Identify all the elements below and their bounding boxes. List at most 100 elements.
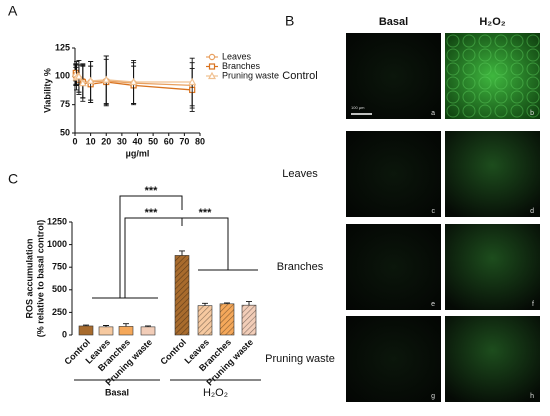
cell [526,90,540,104]
cell [526,62,540,76]
cell [446,34,460,48]
legend-label: Leaves [222,51,252,61]
cell [526,104,540,118]
image-letter: h [530,393,534,400]
cell [446,48,460,62]
x-tick-label: 0 [72,136,77,146]
data-point [188,77,197,86]
cell [462,62,476,76]
bar [140,326,156,336]
legend-label: Pruning waste [222,70,279,80]
cell [478,48,492,62]
cell [446,104,460,118]
cell [478,76,492,90]
cell [478,34,492,48]
micrograph [346,224,441,310]
error-bar [179,250,185,256]
data-point [102,75,111,83]
y-tick-label: 50 [60,127,70,137]
cell [510,48,524,62]
y-tick-label: 75 [60,99,70,109]
y-tick-label: 750 [52,262,67,272]
y-tick-label: 1250 [47,216,67,226]
image-letter: d [530,208,534,215]
row-label: Leaves [282,168,318,180]
cell [510,76,524,90]
error-bar [83,324,89,326]
bar-hatch [198,305,212,335]
group-label: Basal [105,387,129,397]
cell [478,90,492,104]
error-bar [103,325,109,327]
bar-hatch [175,255,189,335]
x-tick-label: 70 [179,136,189,146]
cell [510,90,524,104]
column-header: H₂O₂ [479,16,505,28]
x-tick-label: 40 [132,136,142,146]
scale-bar-label: 100 µm [351,105,365,110]
row-label: Pruning waste [265,353,335,365]
cell [478,104,492,118]
image-letter: b [530,110,534,117]
legend-marker [208,53,216,61]
micrograph [445,33,540,119]
cell [446,62,460,76]
cell [446,90,460,104]
y-tick-label: 1000 [47,239,67,249]
x-tick-label: 20 [101,136,111,146]
legend-marker [207,71,217,80]
data-point [78,78,87,87]
panel-label: B [285,13,294,29]
y-axis-label: ROS accumulation [24,238,34,318]
cell [478,62,492,76]
panel-label: A [8,3,18,19]
cell [510,62,524,76]
y-tick-label: 0 [62,329,67,339]
cell [526,76,540,90]
cell [526,48,540,62]
bracket [124,217,183,298]
y-tick-label: 125 [55,42,70,52]
image-letter: e [431,301,435,308]
micrograph [346,131,441,217]
bar-hatch [242,305,256,335]
x-tick-label: 60 [164,136,174,146]
group-label: H₂O₂ [203,387,228,399]
cell [526,34,540,48]
bracket [119,195,183,298]
x-tick-label: Control [158,337,188,367]
bar [118,326,134,336]
significance-label: *** [145,207,159,219]
y-tick-label: 100 [55,71,70,81]
cell [462,90,476,104]
error-bar [145,325,151,327]
cell [462,34,476,48]
data-point [129,77,138,86]
bracket [182,217,229,270]
cell [446,76,460,90]
y-axis-label: Viability % [42,68,52,113]
cell [494,62,508,76]
cell [510,104,524,118]
bar-hatch [220,303,234,335]
legend-marker [208,63,216,70]
y-tick-label: 250 [52,307,67,317]
row-label: Branches [277,261,324,273]
error-bar [246,301,252,306]
cell [494,34,508,48]
micrograph [445,224,540,310]
panel-label: C [8,171,18,187]
cell [462,104,476,118]
error-bar [224,302,230,304]
y-axis-label: (% relative to basal control) [35,220,45,338]
bar [98,326,114,336]
micrograph [445,316,540,402]
image-letter: g [431,393,435,400]
image-letter: c [432,208,436,215]
x-axis-label: µg/ml [126,148,150,158]
cell [462,76,476,90]
cell [494,90,508,104]
significance-label: *** [145,185,159,197]
significance-label: *** [199,207,213,219]
